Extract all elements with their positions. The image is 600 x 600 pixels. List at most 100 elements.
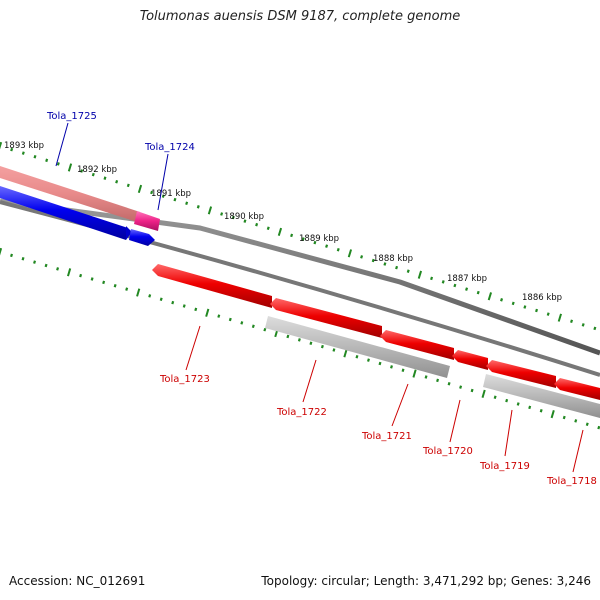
major-tick bbox=[0, 247, 3, 256]
minor-tick bbox=[459, 385, 463, 389]
reverse-gene-arrow[interactable] bbox=[554, 378, 600, 400]
major-tick bbox=[136, 288, 141, 297]
gene-leader-line bbox=[572, 429, 584, 473]
gene-label-Tola_1723[interactable]: Tola_1723 bbox=[159, 374, 210, 385]
minor-tick bbox=[424, 375, 428, 379]
major-tick bbox=[347, 249, 353, 258]
major-tick bbox=[67, 163, 73, 172]
minor-tick bbox=[125, 287, 129, 291]
minor-tick bbox=[360, 255, 364, 259]
scale-label: 1890 kbp bbox=[224, 212, 264, 222]
minor-tick bbox=[113, 284, 117, 288]
gene-label-Tola_1725[interactable]: Tola_1725 bbox=[46, 111, 97, 122]
major-tick bbox=[137, 184, 143, 194]
minor-tick bbox=[102, 280, 106, 285]
minor-tick bbox=[585, 422, 589, 427]
gene-leader-line bbox=[185, 325, 201, 371]
minor-tick bbox=[570, 319, 574, 324]
minor-tick bbox=[263, 327, 267, 332]
minor-tick bbox=[371, 258, 375, 263]
minor-tick bbox=[441, 280, 445, 284]
minor-tick bbox=[336, 247, 340, 252]
major-tick bbox=[412, 369, 417, 378]
minor-tick bbox=[447, 381, 451, 386]
minor-tick bbox=[171, 300, 175, 305]
major-tick bbox=[481, 389, 486, 398]
minor-tick bbox=[290, 233, 294, 238]
minor-tick bbox=[378, 361, 382, 366]
minor-tick bbox=[505, 398, 509, 403]
minor-tick bbox=[79, 273, 83, 278]
minor-tick bbox=[56, 267, 60, 271]
reverse-gene-arrow[interactable] bbox=[486, 360, 556, 388]
major-tick bbox=[343, 349, 348, 358]
major-tick bbox=[550, 410, 555, 419]
minor-tick bbox=[231, 215, 235, 220]
gene-leader-line bbox=[302, 359, 317, 403]
scale-label: 1892 kbp bbox=[77, 165, 117, 175]
minor-tick bbox=[56, 162, 60, 166]
reverse-gene-arrow[interactable] bbox=[380, 330, 454, 360]
topology-summary: Topology: circular; Length: 3,471,292 bp… bbox=[261, 574, 591, 588]
major-tick bbox=[557, 313, 562, 322]
minor-tick bbox=[297, 338, 301, 342]
gene-Tola_1725-background bbox=[0, 186, 132, 240]
gene-leader-line bbox=[449, 399, 461, 443]
minor-tick bbox=[44, 263, 48, 268]
scale-label: 1888 kbp bbox=[373, 254, 413, 264]
minor-tick bbox=[593, 326, 597, 331]
gene-label-Tola_1719[interactable]: Tola_1719 bbox=[479, 461, 530, 472]
minor-tick bbox=[21, 151, 25, 155]
gene-Tola_1724-selected[interactable] bbox=[134, 211, 160, 231]
major-tick bbox=[207, 206, 213, 215]
minor-tick bbox=[516, 402, 520, 406]
minor-tick bbox=[228, 317, 232, 322]
minor-tick bbox=[115, 180, 119, 184]
minor-tick bbox=[240, 321, 244, 325]
minor-tick bbox=[430, 276, 434, 281]
minor-tick bbox=[182, 304, 186, 308]
gene-label-Tola_1724[interactable]: Tola_1724 bbox=[144, 142, 195, 153]
minor-tick bbox=[528, 405, 532, 410]
minor-tick bbox=[220, 212, 224, 216]
minor-tick bbox=[366, 358, 370, 362]
minor-tick bbox=[126, 183, 130, 188]
gene-leader-line bbox=[55, 122, 69, 167]
minor-tick bbox=[243, 219, 247, 223]
gene-Tola_1725-forward[interactable] bbox=[0, 166, 140, 222]
minor-tick bbox=[523, 305, 527, 309]
minor-tick bbox=[511, 301, 515, 306]
minor-tick bbox=[395, 265, 399, 270]
gene-label-Tola_1722[interactable]: Tola_1722 bbox=[276, 407, 327, 418]
minor-tick bbox=[493, 395, 497, 399]
scale-label: 1893 kbp bbox=[4, 141, 44, 151]
gene-label-Tola_1718[interactable]: Tola_1718 bbox=[546, 476, 597, 487]
reverse-gene-arrow[interactable] bbox=[152, 264, 272, 308]
scale-label-group: 1893 kbp 1892 kbp 1891 kbp 1890 kbp 1889 kbp… bbox=[4, 141, 562, 303]
minor-tick bbox=[476, 290, 480, 295]
reverse-gene-track bbox=[152, 264, 600, 400]
minor-tick bbox=[453, 283, 457, 288]
minor-tick bbox=[301, 237, 305, 241]
gene-Tola_1724-forward[interactable] bbox=[129, 229, 155, 246]
minor-tick bbox=[320, 344, 324, 349]
minor-tick bbox=[332, 348, 336, 352]
reverse-gene-arrow[interactable] bbox=[270, 298, 382, 338]
minor-tick bbox=[500, 298, 504, 302]
major-tick bbox=[277, 227, 283, 236]
gene-leader-line bbox=[504, 409, 513, 457]
gene-label-Tola_1721[interactable]: Tola_1721 bbox=[361, 431, 412, 442]
minor-tick bbox=[150, 190, 154, 195]
minor-tick bbox=[470, 388, 474, 393]
gene-label-Tola_1720[interactable]: Tola_1720 bbox=[422, 446, 473, 457]
minor-tick bbox=[325, 244, 329, 248]
grey-feature-2 bbox=[483, 374, 600, 418]
major-tick bbox=[67, 268, 72, 277]
minor-tick bbox=[10, 253, 13, 258]
major-tick bbox=[205, 308, 210, 317]
reverse-gene-arrow[interactable] bbox=[452, 350, 488, 370]
map-title: Tolumonas auensis DSM 9187, complete gen… bbox=[139, 9, 461, 24]
minor-tick bbox=[21, 257, 25, 261]
minor-tick bbox=[185, 201, 189, 205]
